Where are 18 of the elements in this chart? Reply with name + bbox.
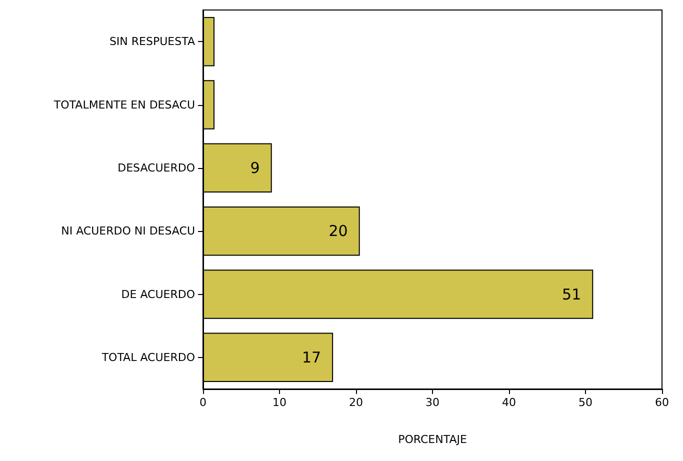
y-tick-label: TOTALMENTE EN DESACU (52, 98, 195, 112)
x-tick-label: 0 (200, 396, 206, 409)
y-tick-label: NI ACUERDO NI DESACU (61, 224, 195, 238)
data-label: 17 (302, 348, 322, 366)
x-axis-title: PORCENTAJE (398, 433, 467, 446)
data-label: 51 (562, 285, 582, 304)
x-tick-label: 20 (349, 396, 363, 409)
y-tick-label: TOTAL ACUERDO (100, 350, 196, 364)
x-tick-label: 60 (655, 396, 669, 409)
data-label: 9 (250, 158, 260, 177)
x-tick-label: 30 (426, 396, 440, 409)
y-tick-label: SIN RESPUESTA (109, 35, 196, 48)
y-tick-label: DESACUERDO (118, 161, 196, 174)
x-tick-label: 10 (272, 396, 286, 409)
data-label: 20 (328, 222, 348, 240)
y-tick-label: DE ACUERDO (121, 288, 196, 301)
x-tick-label: 40 (502, 396, 516, 409)
x-tick-label: 50 (578, 396, 592, 409)
